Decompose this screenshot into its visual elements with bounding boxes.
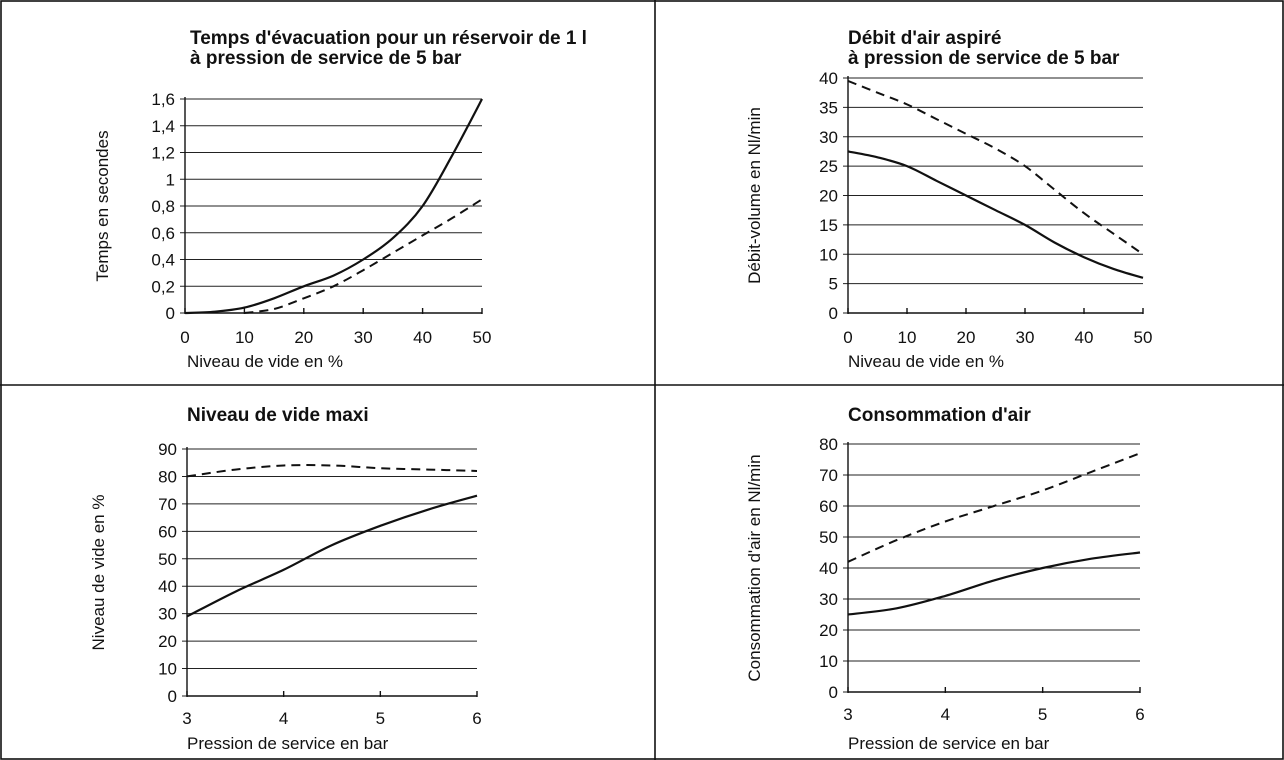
x-tick-label: 50: [473, 328, 492, 347]
x-axis-label: Pression de service en bar: [848, 734, 1050, 753]
x-tick-label: 6: [1135, 705, 1144, 724]
y-tick-label: 15: [819, 216, 838, 235]
series-line-dashed: [244, 198, 483, 314]
x-axis-label: Niveau de vide en %: [848, 352, 1004, 371]
x-axis-label: Pression de service en bar: [187, 734, 389, 753]
x-tick-label: 0: [843, 328, 852, 347]
y-tick-label: 10: [819, 652, 838, 671]
y-tick-label: 20: [819, 621, 838, 640]
chart-title-line: Débit d'air aspiré: [848, 28, 1001, 49]
y-tick-label: 1,6: [151, 90, 175, 109]
x-tick-label: 0: [180, 328, 189, 347]
y-tick-label: 50: [158, 550, 177, 569]
y-axis-label: Débit-volume en Nl/min: [745, 107, 764, 284]
y-axis-label: Temps en secondes: [93, 130, 112, 281]
chart-title-line: à pression de service de 5 bar: [848, 48, 1120, 69]
y-tick-label: 50: [819, 528, 838, 547]
y-tick-label: 20: [819, 187, 838, 206]
x-tick-label: 40: [1075, 328, 1094, 347]
x-tick-label: 10: [235, 328, 254, 347]
y-axis-label: Consommation d'air en Nl/min: [745, 454, 764, 681]
x-tick-label: 6: [472, 709, 481, 728]
y-tick-label: 1: [166, 170, 175, 189]
y-tick-label: 70: [158, 495, 177, 514]
y-tick-label: 60: [158, 522, 177, 541]
y-tick-label: 1,4: [151, 117, 175, 136]
chart-title-line: Niveau de vide maxi: [187, 405, 369, 426]
y-tick-label: 40: [158, 577, 177, 596]
y-tick-label: 40: [819, 69, 838, 88]
chart-title-line: Consommation d'air: [848, 405, 1032, 426]
series-line-dashed: [847, 452, 1141, 563]
y-tick-label: 80: [158, 467, 177, 486]
y-tick-label: 0: [166, 304, 175, 323]
x-tick-label: 4: [941, 705, 950, 724]
y-tick-label: 30: [158, 605, 177, 624]
y-tick-label: 1,2: [151, 144, 175, 163]
y-tick-label: 80: [819, 435, 838, 454]
x-tick-label: 40: [413, 328, 432, 347]
chart-panel-1: Temps d'évacuation pour un réservoir de …: [93, 28, 587, 371]
y-tick-label: 0: [829, 304, 838, 323]
y-tick-label: 10: [158, 660, 177, 679]
y-tick-label: 0,8: [151, 197, 175, 216]
chart-title-line: à pression de service de 5 bar: [190, 48, 462, 69]
y-tick-label: 30: [819, 590, 838, 609]
series-line-solid: [847, 551, 1141, 616]
chart-panel-4: Consommation d'air 0 10 20 30 40 50 60 70 80 3 4 5 6 P…: [745, 405, 1145, 753]
y-tick-label: 70: [819, 466, 838, 485]
chart-title-line: Temps d'évacuation pour un réservoir de …: [190, 28, 587, 49]
x-tick-label: 50: [1134, 328, 1153, 347]
chart-panel-3: Niveau de vide maxi 0 10 20 30 40 50 60 70 80 90 3 4…: [89, 405, 482, 753]
x-axis-label: Niveau de vide en %: [187, 352, 343, 371]
x-tick-label: 30: [1016, 328, 1035, 347]
y-tick-label: 0,4: [151, 251, 175, 270]
x-tick-label: 20: [957, 328, 976, 347]
y-tick-label: 30: [819, 128, 838, 147]
x-tick-label: 20: [294, 328, 313, 347]
x-tick-label: 5: [1038, 705, 1047, 724]
x-tick-label: 3: [182, 709, 191, 728]
y-tick-label: 0: [829, 683, 838, 702]
x-tick-label: 4: [279, 709, 288, 728]
x-tick-label: 10: [898, 328, 917, 347]
x-tick-label: 30: [354, 328, 373, 347]
y-tick-label: 0: [168, 687, 177, 706]
y-tick-label: 60: [819, 497, 838, 516]
y-tick-label: 20: [158, 632, 177, 651]
y-tick-label: 10: [819, 245, 838, 264]
series-line-solid: [186, 494, 478, 618]
x-tick-label: 3: [843, 705, 852, 724]
y-tick-label: 90: [158, 440, 177, 459]
y-tick-label: 25: [819, 157, 838, 176]
series-line-solid: [847, 150, 1144, 279]
series-line-dashed: [186, 464, 478, 478]
series-line-solid: [184, 98, 483, 315]
y-tick-label: 40: [819, 559, 838, 578]
y-tick-label: 0,6: [151, 224, 175, 243]
x-tick-label: 5: [376, 709, 385, 728]
y-axis-label: Niveau de vide en %: [89, 495, 108, 651]
y-tick-label: 0,2: [151, 277, 175, 296]
y-tick-label: 35: [819, 98, 838, 117]
y-tick-label: 5: [829, 275, 838, 294]
